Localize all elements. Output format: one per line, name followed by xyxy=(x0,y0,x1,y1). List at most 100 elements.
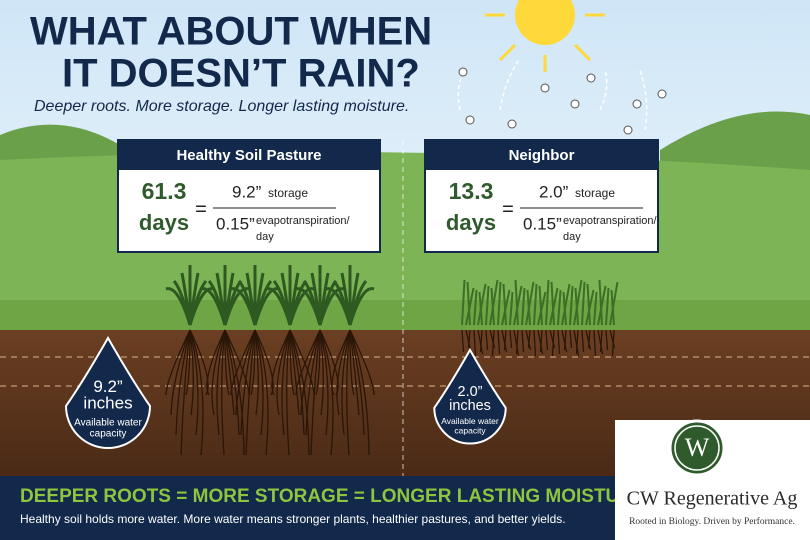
decoration-line xyxy=(573,43,592,62)
days-value: 61.3 xyxy=(142,178,187,204)
root xyxy=(561,329,568,353)
et-value: 0.15” xyxy=(216,214,255,233)
root xyxy=(254,329,264,436)
root xyxy=(545,329,549,351)
drop-value: 2.0” xyxy=(458,384,483,400)
grass-blade xyxy=(533,283,538,326)
logo-monogram: W xyxy=(685,433,710,462)
root xyxy=(539,329,543,353)
plant-stem xyxy=(188,287,215,326)
grass-blade xyxy=(478,291,483,326)
root xyxy=(224,329,230,396)
et-label: day xyxy=(256,231,274,243)
et-label: evapotranspiration/ xyxy=(563,215,658,227)
decoration-circle xyxy=(657,89,667,99)
root xyxy=(295,329,321,396)
root xyxy=(485,329,489,351)
equals: = xyxy=(195,198,207,220)
grass-blade xyxy=(561,283,571,326)
root xyxy=(599,329,603,353)
root xyxy=(513,329,520,357)
root xyxy=(235,329,256,416)
root xyxy=(349,329,355,396)
root xyxy=(300,329,321,416)
root xyxy=(276,329,291,416)
decoration-circle xyxy=(458,67,468,77)
root xyxy=(310,329,321,456)
grass-blade xyxy=(573,279,583,326)
grass-blade xyxy=(497,281,502,326)
root xyxy=(245,329,256,456)
grass-blade xyxy=(593,291,598,326)
root xyxy=(525,329,532,351)
root xyxy=(170,329,191,416)
grass-blade xyxy=(562,291,567,326)
panels: Healthy Soil Pasture 61.3 days = 9.2” storage… xyxy=(117,139,659,253)
storage-label: storage xyxy=(268,186,308,200)
root xyxy=(319,329,329,436)
grass-blade xyxy=(485,285,490,326)
plant-stem xyxy=(348,287,375,326)
grass-blade xyxy=(598,279,603,326)
root xyxy=(593,329,597,357)
evaporation xyxy=(457,57,667,135)
root xyxy=(289,329,305,436)
root xyxy=(349,329,375,396)
root xyxy=(189,329,204,456)
root xyxy=(575,329,579,355)
root xyxy=(557,329,561,355)
plant-stem xyxy=(223,287,250,326)
et-label: day xyxy=(563,231,581,243)
decoration-path xyxy=(599,69,608,111)
drop-caption: Available water xyxy=(74,417,142,428)
et-label: evapotranspiration/ xyxy=(256,215,351,227)
root xyxy=(224,329,235,416)
grass-strip xyxy=(0,300,810,332)
root xyxy=(250,329,256,396)
subtitle: Deeper roots. More storage. Longer lasti… xyxy=(34,98,409,115)
root xyxy=(503,329,507,351)
drop-caption: capacity xyxy=(454,426,486,436)
drop-unit: inches xyxy=(83,393,132,412)
days-unit: days xyxy=(446,210,496,235)
panel-header xyxy=(425,140,658,170)
grass-blade xyxy=(490,287,495,326)
decoration-path xyxy=(499,57,521,111)
logo: W CW Regenerative Ag Rooted in Biology. … xyxy=(615,419,810,540)
decoration-circle xyxy=(570,99,580,109)
drop-caption: capacity xyxy=(90,428,127,439)
decoration-circle xyxy=(668,419,726,477)
root xyxy=(254,329,269,456)
decoration-path xyxy=(639,69,648,131)
root xyxy=(467,329,471,349)
root xyxy=(587,329,591,349)
grass-blade xyxy=(521,287,526,326)
decoration-g xyxy=(485,13,605,72)
root xyxy=(289,329,300,416)
grass-blade xyxy=(581,281,586,326)
grass-blade xyxy=(538,285,543,326)
root xyxy=(224,329,240,436)
root xyxy=(254,329,259,416)
root xyxy=(319,329,324,416)
roots xyxy=(165,329,616,456)
decoration-circle xyxy=(674,425,720,471)
grass-blade xyxy=(605,287,610,326)
decoration-circle xyxy=(586,73,596,83)
root xyxy=(465,329,472,351)
root xyxy=(240,329,256,436)
root xyxy=(336,329,351,416)
root xyxy=(473,329,477,357)
root xyxy=(581,329,585,353)
root xyxy=(221,329,226,456)
drop-value: 9.2” xyxy=(93,377,123,396)
grass-blade xyxy=(574,287,579,326)
root xyxy=(211,329,226,416)
title-line: IT DOESN’T RAIN? xyxy=(62,52,420,96)
grass-blade xyxy=(525,281,535,326)
root xyxy=(491,329,495,357)
decoration-g xyxy=(458,67,667,135)
drop-unit: inches xyxy=(449,398,491,414)
root xyxy=(605,329,609,351)
